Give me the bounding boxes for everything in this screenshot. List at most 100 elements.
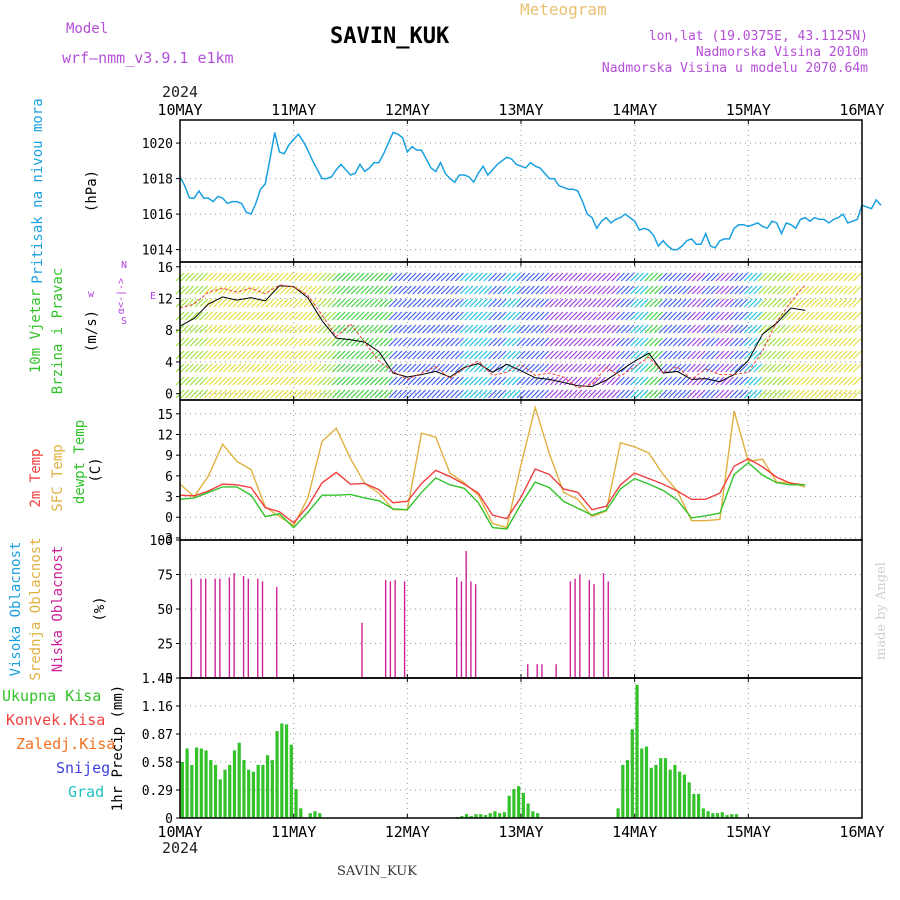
wind-barb: [241, 324, 251, 334]
wind-barb: [180, 285, 190, 295]
wind-barb: [417, 311, 426, 321]
wind-barb: [559, 350, 569, 360]
wind-barb: [208, 363, 218, 373]
wind-barb: [469, 324, 479, 334]
wind-barb: [436, 376, 445, 386]
wind-barb: [426, 285, 436, 295]
wind-barb: [724, 389, 734, 399]
wind-barb: [582, 389, 592, 399]
wind-barb: [436, 272, 445, 282]
wind-barb: [559, 272, 569, 282]
wind-barb: [402, 285, 412, 295]
wind-barb: [829, 298, 839, 308]
wind-barb: [417, 337, 426, 347]
wind-barb: [777, 298, 786, 308]
wind-barb: [379, 350, 389, 360]
wind-barb: [838, 324, 848, 334]
wind-barb: [786, 311, 796, 321]
wind-barb: [450, 311, 460, 321]
wind-barb: [687, 337, 696, 347]
wind-barb: [402, 389, 412, 399]
wind-barb: [312, 389, 322, 399]
wind-barb: [440, 311, 450, 321]
x-axis-top-label: 14MAY: [612, 101, 657, 119]
model-elevation-label: Nadmorska Visina u modelu 2070.64m: [602, 61, 868, 76]
wind-barb: [317, 285, 327, 295]
precip-legend-item: Snijeg: [56, 759, 110, 777]
wind-barb: [445, 363, 455, 373]
wind-barb: [653, 350, 663, 360]
wind-barb: [497, 298, 507, 308]
wind-barb: [634, 350, 644, 360]
wind-barb: [630, 376, 640, 386]
wind-barb: [516, 337, 526, 347]
wind-barb: [824, 350, 834, 360]
wind-barb: [848, 363, 857, 373]
wind-barb: [497, 285, 507, 295]
wind-barb: [606, 363, 616, 373]
wind-barb: [331, 311, 341, 321]
wind-barb: [687, 363, 696, 373]
total-precip-bar: [318, 813, 322, 818]
wind-barb: [312, 272, 322, 282]
wind-barb: [431, 363, 441, 373]
wind-barb: [573, 298, 583, 308]
wind-barb: [270, 389, 280, 399]
wind-barb: [383, 337, 393, 347]
wind-barb: [507, 298, 516, 308]
wind-barb: [535, 324, 545, 334]
wind-barb: [232, 311, 242, 321]
temperature-ytick-label: 12: [157, 428, 173, 443]
wind-barb: [634, 285, 644, 295]
wind-barb: [649, 389, 659, 399]
wind-barb: [336, 389, 346, 399]
wind-barb: [625, 376, 635, 386]
credit-label: made by Angel: [874, 562, 889, 660]
wind-barb: [772, 389, 782, 399]
wind-barb: [331, 285, 341, 295]
wind-barb: [781, 285, 791, 295]
wind-barb: [625, 324, 635, 334]
wind-barb: [331, 324, 341, 334]
wind-barb: [246, 298, 256, 308]
x-axis-top-label: 10MAY: [157, 101, 202, 119]
wind-barb: [781, 311, 791, 321]
wind-barb: [630, 324, 640, 334]
wind-barb: [800, 272, 810, 282]
wind-barb: [649, 285, 659, 295]
wind-barb: [256, 272, 265, 282]
wind-barb: [232, 272, 242, 282]
wind-barb: [284, 363, 294, 373]
wind-barb: [540, 324, 550, 334]
wind-barb: [710, 350, 720, 360]
wind-barb: [516, 363, 526, 373]
wind-barb: [544, 298, 554, 308]
wind-barb: [260, 350, 270, 360]
wind-barb: [616, 389, 625, 399]
wind-barb: [260, 324, 270, 334]
wind-barb: [549, 298, 559, 308]
wind-barb: [497, 272, 507, 282]
wind-barb: [189, 285, 199, 295]
wind-axis-title: 10m Vjetar: [28, 289, 44, 373]
wind-barb: [365, 389, 374, 399]
wind-barb: [483, 324, 493, 334]
wind-barb: [469, 389, 479, 399]
wind-barb: [549, 389, 559, 399]
wind-barb: [582, 350, 592, 360]
wind-barb: [691, 363, 701, 373]
wind-barb: [644, 363, 654, 373]
panels-group: 10141016101810200481216-3036912150255075…: [2, 98, 885, 841]
precip-legend-item: Zaledj.Kisa: [16, 735, 115, 753]
total-precip-bar: [715, 813, 720, 818]
wind-barb: [279, 285, 289, 295]
wind-barb: [549, 272, 559, 282]
wind-barb: [649, 311, 659, 321]
wind-barb: [777, 376, 786, 386]
wind-barb: [805, 324, 815, 334]
wind-barb: [417, 272, 426, 282]
wind-barb: [687, 376, 696, 386]
wind-barb: [701, 298, 711, 308]
wind-barb: [331, 376, 341, 386]
wind-barb: [767, 376, 777, 386]
